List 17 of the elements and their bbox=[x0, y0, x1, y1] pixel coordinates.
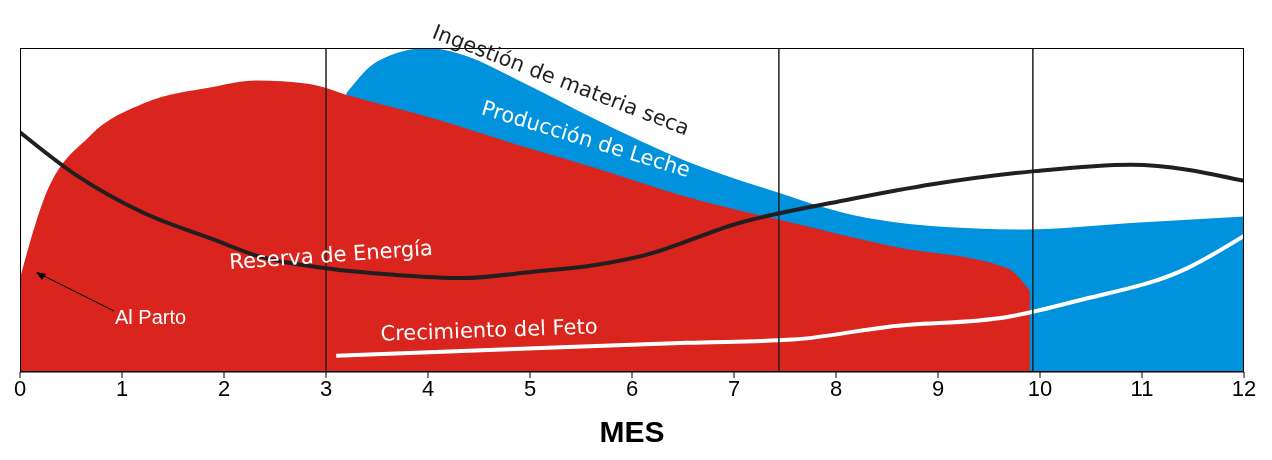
x-tick-label: 2 bbox=[217, 375, 231, 401]
x-tick-label: 10 bbox=[1027, 375, 1053, 401]
x-tick-label: 12 bbox=[1231, 375, 1257, 401]
x-tick-label: 1 bbox=[115, 375, 129, 401]
x-tick-label: 3 bbox=[319, 375, 333, 401]
x-tick-label: 4 bbox=[421, 375, 435, 401]
annotation: Al Parto bbox=[115, 305, 187, 329]
x-axis-title: MES bbox=[599, 415, 665, 448]
x-tick-label: 11 bbox=[1130, 375, 1154, 401]
x-tick-label: 5 bbox=[523, 375, 537, 401]
x-tick-label: 6 bbox=[625, 375, 639, 401]
series-label: Crecimiento del Feto bbox=[380, 314, 599, 346]
x-tick-label: 7 bbox=[727, 375, 741, 401]
x-tick-label: 8 bbox=[829, 375, 843, 401]
series-label: Reserva de Energía bbox=[228, 236, 434, 275]
x-tick-label: 0 bbox=[13, 375, 27, 401]
x-tick-label: 9 bbox=[931, 375, 945, 401]
